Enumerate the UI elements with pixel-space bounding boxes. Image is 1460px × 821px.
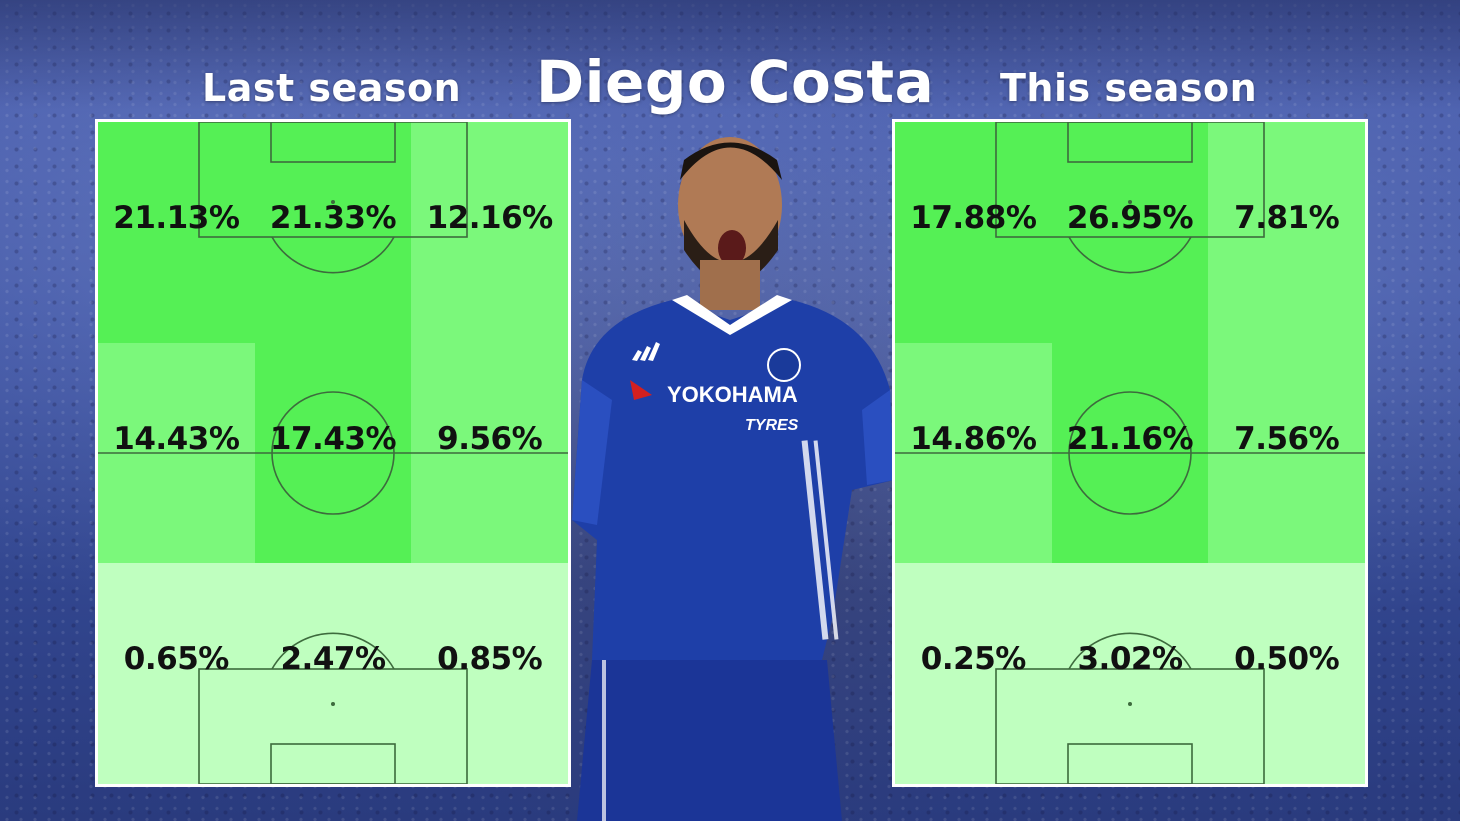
zone-label: 2.47% [280, 641, 386, 678]
zone-labels-last-season: 21.13% 21.33% 12.16% 14.43% 17.43% 9.56%… [98, 122, 568, 784]
heading-last-season: Last season [202, 66, 462, 110]
heatmap-zone [98, 563, 255, 784]
heatmap-zone [1051, 563, 1209, 784]
heatmap-zone [1208, 563, 1365, 784]
zone-label: 9.56% [437, 420, 543, 457]
zone-label: 0.50% [1234, 641, 1340, 678]
heatmap-zone [411, 563, 568, 784]
zone-label: 17.43% [269, 420, 397, 457]
zone-label: 14.86% [910, 420, 1037, 457]
zone-label: 21.33% [269, 200, 397, 236]
heatmap-zone [895, 122, 1052, 343]
heatmap-zone [895, 563, 1052, 784]
heatmap-zone [254, 563, 412, 784]
pitch-this-season: 17.88% 26.95% 7.81% 14.86% 21.16% 7.56% … [892, 119, 1368, 787]
zone-label: 21.16% [1066, 420, 1194, 457]
zone-label: 14.43% [113, 420, 240, 457]
pitch-markings [895, 122, 1365, 784]
heatmap-zone [1208, 122, 1365, 343]
zone-label: 17.88% [910, 200, 1037, 236]
heatmap-zone [411, 122, 568, 343]
zone-label: 21.13% [113, 200, 240, 236]
heatmap-zone [254, 122, 412, 343]
zone-label: 26.95% [1066, 200, 1194, 236]
heatmap-zone [98, 122, 255, 343]
zone-label: 0.85% [437, 641, 543, 678]
zone-label: 12.16% [426, 200, 554, 236]
page-title: Diego Costa [536, 48, 935, 116]
zone-label: 7.81% [1234, 200, 1340, 236]
heading-this-season: This season [1000, 66, 1258, 110]
zone-labels-this-season: 17.88% 26.95% 7.81% 14.86% 21.16% 7.56% … [895, 122, 1365, 784]
zone-label: 0.25% [920, 641, 1027, 678]
stand-shadow [0, 0, 1460, 110]
pitch-last-season: 21.13% 21.33% 12.16% 14.43% 17.43% 9.56%… [95, 119, 571, 787]
zone-label: 3.02% [1077, 641, 1183, 678]
heatmap-grid-last-season [98, 122, 568, 784]
heatmap-zone [1051, 122, 1209, 343]
zone-label: 0.65% [123, 641, 230, 678]
zone-label: 7.56% [1234, 420, 1340, 457]
pitch-markings [98, 122, 568, 784]
